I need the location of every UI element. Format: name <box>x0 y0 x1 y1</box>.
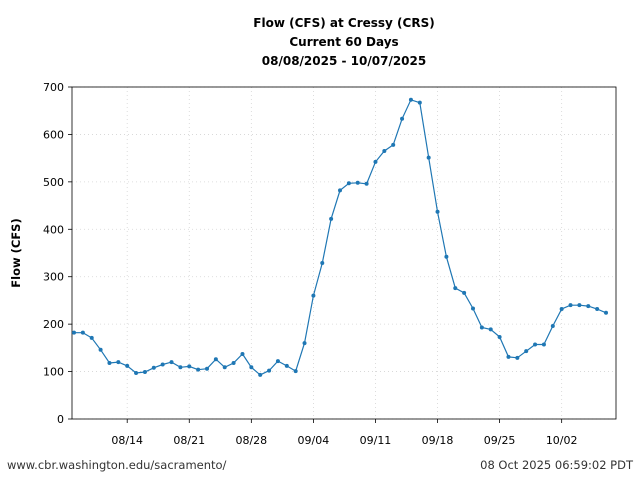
data-point <box>160 362 165 367</box>
y-tick-label: 700 <box>43 81 64 94</box>
data-point <box>355 180 360 185</box>
data-point <box>604 310 608 315</box>
data-point <box>408 97 413 102</box>
data-point <box>471 306 475 311</box>
footer-url[interactable]: www.cbr.washington.edu/sacramento/ <box>7 458 227 472</box>
data-point <box>550 324 555 329</box>
data-point <box>284 363 289 368</box>
data-point <box>249 365 254 370</box>
data-point <box>89 335 94 340</box>
x-tick-label: 09/25 <box>484 434 516 447</box>
plot-frame <box>71 86 617 420</box>
data-point <box>515 355 520 360</box>
data-point <box>382 149 387 154</box>
y-tick-label: 300 <box>43 271 64 284</box>
data-point <box>391 142 396 147</box>
data-point <box>142 370 147 375</box>
data-point <box>205 366 209 371</box>
data-point <box>577 303 582 308</box>
data-point <box>533 342 538 347</box>
y-tick-label: 0 <box>57 413 64 426</box>
x-tick-label: 09/04 <box>298 434 330 447</box>
data-point <box>400 116 405 121</box>
data-point <box>169 360 174 365</box>
data-point <box>231 361 236 366</box>
data-point <box>417 100 422 105</box>
chart-subtitle: Current 60 Days <box>289 35 399 49</box>
data-point <box>320 260 325 265</box>
series-line <box>74 99 607 376</box>
x-tick-label: 10/02 <box>546 434 578 447</box>
data-point <box>80 330 85 335</box>
data-point <box>293 369 298 374</box>
x-tick-label: 08/21 <box>173 434 205 447</box>
data-point <box>488 327 493 332</box>
chart-date-range: 08/08/2025 - 10/07/2025 <box>261 54 427 68</box>
data-point <box>453 286 458 291</box>
data-point <box>213 357 218 362</box>
data-point <box>267 368 272 373</box>
data-point <box>364 181 369 186</box>
y-tick-label: 500 <box>43 176 64 189</box>
y-axis-label: Flow (CFS) <box>9 218 23 287</box>
data-point <box>346 181 351 186</box>
data-point <box>222 365 227 370</box>
x-tick-label: 08/14 <box>111 434 143 447</box>
data-point <box>568 303 573 308</box>
y-tick-label: 600 <box>43 128 64 141</box>
data-point <box>541 342 546 347</box>
data-point <box>311 293 316 298</box>
x-tick-label: 09/11 <box>360 434 392 447</box>
chart-title: Flow (CFS) at Cressy (CRS) <box>253 16 435 30</box>
data-point <box>559 306 564 311</box>
data-point <box>125 363 130 368</box>
data-point <box>586 304 591 309</box>
data-point <box>187 364 192 369</box>
x-tick-label: 08/28 <box>235 434 267 447</box>
data-point <box>72 330 76 335</box>
data-point <box>151 365 156 370</box>
data-point <box>275 359 280 364</box>
y-tick-label: 200 <box>43 318 64 331</box>
data-point <box>373 159 378 164</box>
data-point <box>98 347 103 352</box>
y-tick-label: 100 <box>43 366 64 379</box>
data-point <box>240 352 245 357</box>
data-point <box>116 360 121 365</box>
data-point <box>497 334 502 339</box>
data-point <box>258 372 263 377</box>
data-point <box>426 155 431 160</box>
chart-title-block: Flow (CFS) at Cressy (CRS) Current 60 Da… <box>0 14 640 71</box>
data-point <box>435 209 440 214</box>
data-point <box>329 216 334 221</box>
data-point <box>178 365 183 370</box>
data-point <box>338 188 342 193</box>
data-point <box>479 325 484 330</box>
footer-timestamp: 08 Oct 2025 06:59:02 PDT <box>480 458 633 472</box>
data-point <box>595 306 600 311</box>
data-point <box>524 349 529 354</box>
data-point <box>107 361 112 366</box>
data-point <box>134 370 139 375</box>
data-point <box>196 367 201 372</box>
y-tick-label: 400 <box>43 223 64 236</box>
data-point <box>302 341 307 346</box>
data-point <box>444 254 449 259</box>
x-tick-label: 09/18 <box>422 434 454 447</box>
data-point <box>506 354 511 359</box>
data-point <box>462 290 467 295</box>
